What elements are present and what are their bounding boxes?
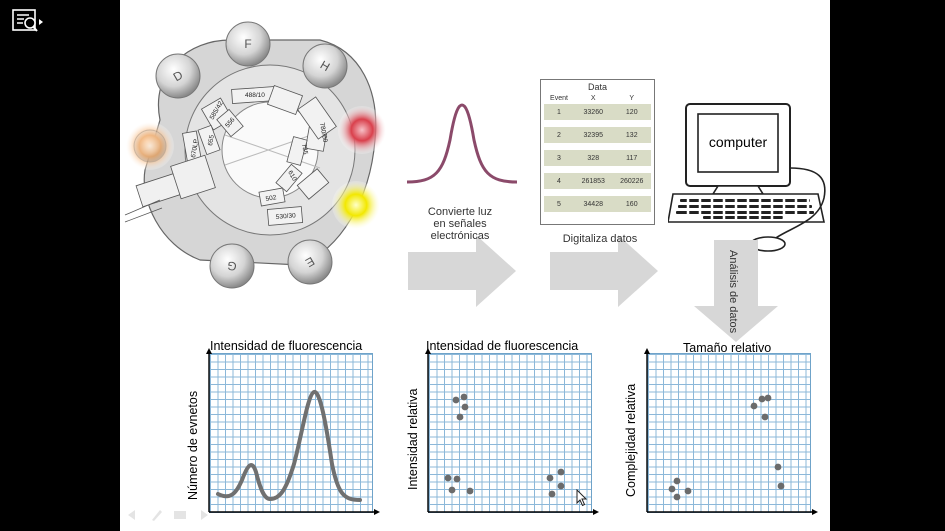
data-table-panel: Data Event X Y 1 33260 120 2 32395 132 3 328 117… — [540, 79, 655, 225]
data-table-cell: 33260 — [583, 108, 603, 116]
plot3-ylabel: Complejidad relativa — [624, 383, 638, 497]
plot2-ylabel: Intensidad relativa — [406, 388, 420, 490]
filter-label: 530/30 — [276, 212, 297, 221]
red-laser-glow — [338, 106, 386, 154]
pen-icon — [152, 510, 162, 521]
scatter-point — [557, 482, 565, 490]
slide: 488/10 585/42 556 655 670LP 780/60 735 6… — [120, 0, 830, 531]
scatter-point — [758, 395, 766, 403]
data-table-cell: 261853 — [581, 177, 605, 185]
plot2-grid — [428, 353, 592, 513]
data-table-cell: 160 — [625, 200, 638, 208]
filter-label: 780/60 — [318, 122, 328, 143]
data-table-row: 4 261853 260226 — [544, 173, 651, 189]
filter-label: 610 — [286, 170, 298, 183]
scatter-point — [444, 474, 452, 482]
step3-caption: Análisis de datos — [727, 250, 739, 334]
data-table: Event X Y — [544, 92, 651, 104]
arrow-down-icon — [694, 240, 778, 342]
data-table-cell: 260226 — [620, 177, 644, 185]
plot3-axes — [644, 348, 818, 515]
data-table-row: 5 34428 160 — [544, 196, 651, 212]
data-table-cell: 5 — [557, 200, 561, 208]
computer-screen-label: computer — [708, 134, 768, 150]
laser-label: F — [244, 37, 251, 51]
data-table-row: 2 32395 132 — [544, 127, 651, 143]
scatter-point — [456, 413, 464, 421]
scatter-point — [461, 403, 469, 411]
plot3-grid — [647, 353, 811, 513]
plot2-title: Intensidad de fluorescencia — [426, 339, 579, 353]
mouse-cursor-icon — [576, 489, 588, 507]
column-header: Y — [629, 94, 635, 102]
histogram-curve — [216, 390, 362, 502]
data-table-cell: 3 — [557, 154, 561, 162]
filter-label: 670LP — [190, 139, 200, 159]
menu-icon — [174, 511, 186, 519]
scatter-point — [774, 463, 782, 471]
plot1-axes — [206, 348, 380, 515]
data-table-cell: 117 — [626, 154, 638, 162]
data-table-cell: 32395 — [583, 131, 603, 139]
scatter-point — [764, 394, 772, 402]
data-table-row: 1 33260 120 — [544, 104, 651, 120]
filter-label: 735 — [300, 143, 309, 155]
flow-cytometer-illustration: 488/10 585/42 556 655 670LP 780/60 735 6… — [124, 21, 386, 289]
data-table-cell: 328 — [587, 154, 600, 162]
caption-line: electrónicas — [430, 230, 490, 242]
next-slide-icon — [201, 510, 208, 520]
plot3-title: Tamaño relativo — [683, 341, 772, 355]
data-table-title: Data — [587, 82, 607, 92]
data-table-cell: 120 — [625, 108, 638, 116]
gaussian-pulse-icon — [406, 103, 518, 184]
filter-label: 488/10 — [245, 92, 265, 99]
scatter-point — [460, 393, 468, 401]
column-header: X — [590, 94, 596, 102]
scatter-point — [684, 487, 692, 495]
step1-caption: Convierte luz en señales electrónicas — [405, 206, 515, 242]
scatter-point — [777, 482, 785, 490]
presenter-toolbar[interactable] — [126, 508, 212, 522]
computer-illustration — [668, 103, 826, 252]
laser-label: G — [226, 258, 238, 273]
filter-label: 502 — [265, 194, 277, 203]
step2-caption: Digitaliza datos — [562, 233, 638, 245]
scatter-point — [750, 402, 758, 410]
data-table-cell: 2 — [557, 131, 561, 139]
filter-label: 655 — [207, 134, 216, 146]
scatter-point — [548, 490, 556, 498]
data-table-cell: 1 — [557, 108, 561, 116]
plot2-axes — [425, 348, 599, 515]
plot1-ylabel: Número de evnetos — [186, 390, 200, 500]
scatter-point — [668, 485, 676, 493]
scatter-point — [546, 474, 554, 482]
scatter-point — [453, 475, 461, 483]
data-table-cell: 4 — [557, 177, 561, 185]
previous-slide-icon — [128, 510, 135, 520]
scatter-point — [673, 477, 681, 485]
data-table-row: 3 328 117 — [544, 150, 651, 166]
scatter-point — [452, 396, 460, 404]
presentation-search-icon[interactable] — [12, 8, 44, 34]
data-table-rows: 1 33260 120 2 32395 132 3 328 117 4 261853 260226 5 3… — [544, 104, 651, 212]
scatter-point — [673, 493, 681, 501]
yellow-laser-glow — [332, 181, 380, 229]
scatter-point — [557, 468, 565, 476]
caption-line: en señales — [433, 218, 487, 230]
arrow-right-icon — [408, 235, 516, 307]
scatter-point — [448, 486, 456, 494]
column-header: Event — [550, 94, 568, 102]
plot1-title: Intensidad de fluorescencia — [210, 339, 363, 353]
arrow-right-icon — [550, 235, 658, 307]
data-table-cell: 34428 — [583, 200, 603, 208]
caption-line: Convierte luz — [427, 206, 493, 218]
scatter-point — [466, 487, 474, 495]
scatter-point — [761, 413, 769, 421]
data-table-cell: 132 — [625, 131, 638, 139]
